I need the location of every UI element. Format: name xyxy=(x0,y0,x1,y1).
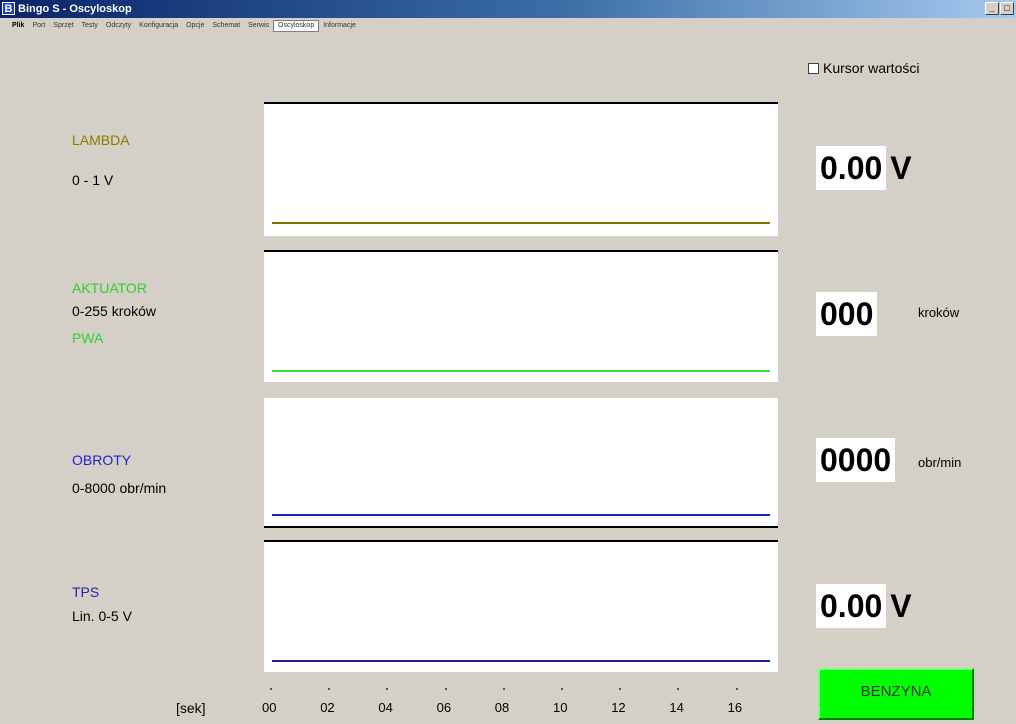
time-tick-08: 08 xyxy=(494,700,510,715)
readout-rpm-unit: obr/min xyxy=(918,455,962,470)
readout-tps: 0.00 V xyxy=(816,584,912,628)
menu-item-informacje[interactable]: Informacje xyxy=(323,22,356,29)
time-tick-04: 04 xyxy=(378,700,393,715)
readout-lambda-value: 0.00 xyxy=(816,146,887,190)
trace-tps xyxy=(272,660,770,662)
cursor-values-checkbox[interactable]: Kursor wartości xyxy=(808,60,919,76)
channel-tps-range: Lin. 0-5 V xyxy=(72,608,132,624)
time-tick-mark xyxy=(619,688,622,690)
readout-actuator: 000 xyxy=(816,292,878,336)
menu-item-port[interactable]: Port xyxy=(32,22,46,29)
channel-actuator-range: 0-255 kroków xyxy=(72,303,157,319)
menu-bar: Plik Port Sprzęt Testy Odczyty Konfigura… xyxy=(0,19,1016,33)
time-axis-label: [sek] xyxy=(176,700,206,716)
menu-item-konfiguracja[interactable]: Konfiguracja xyxy=(139,22,179,29)
plot-lambda xyxy=(264,102,778,236)
trace-actuator xyxy=(272,370,770,372)
channel-lambda-name: LAMBDA xyxy=(72,132,130,148)
menu-item-sprzet[interactable]: Sprzęt xyxy=(53,22,74,29)
trace-lambda xyxy=(272,222,770,224)
title-bar: B Bingo S - Oscyloskop _ □ xyxy=(0,0,1016,18)
plot-actuator xyxy=(264,250,778,382)
checkbox-label: Kursor wartości xyxy=(823,60,920,76)
time-tick-mark xyxy=(677,688,680,690)
time-tick-02: 02 xyxy=(320,700,335,715)
checkbox-box[interactable] xyxy=(808,62,819,74)
time-tick-10: 10 xyxy=(553,700,568,715)
channel-rpm-name: OBROTY xyxy=(72,452,132,468)
time-tick-mark xyxy=(502,688,505,690)
readout-actuator-value: 000 xyxy=(816,292,878,336)
time-tick-mark xyxy=(328,688,331,690)
time-tick-mark xyxy=(444,688,447,690)
readout-lambda: 0.00 V xyxy=(816,146,912,190)
time-tick-mark xyxy=(735,688,738,690)
plot-tps xyxy=(264,540,778,672)
time-tick-16: 16 xyxy=(727,700,743,715)
channel-tps-name: TPS xyxy=(72,584,100,600)
window-controls: _ □ xyxy=(985,2,1014,15)
time-tick-mark xyxy=(386,688,389,690)
menu-item-serwis[interactable]: Serwis xyxy=(248,22,270,29)
readout-rpm-value: 0000 xyxy=(816,438,896,482)
time-tick-14: 14 xyxy=(669,700,684,715)
time-tick-mark xyxy=(270,688,272,690)
app-icon: B xyxy=(2,2,15,15)
menu-item-opcje[interactable]: Opcje xyxy=(186,22,205,29)
menu-item-plik[interactable]: Plik xyxy=(12,22,25,29)
maximize-icon[interactable]: □ xyxy=(1000,2,1014,15)
time-tick-mark xyxy=(561,688,563,690)
plot-rpm xyxy=(264,398,778,528)
minimize-icon[interactable]: _ xyxy=(985,2,999,15)
readout-actuator-unit: kroków xyxy=(918,305,960,320)
readout-tps-unit: V xyxy=(890,587,912,624)
time-tick-12: 12 xyxy=(611,700,626,715)
channel-lambda-range: 0 - 1 V xyxy=(72,172,114,188)
channel-actuator-pwa: PWA xyxy=(72,330,104,346)
menu-item-odczyty[interactable]: Odczyty xyxy=(105,22,132,29)
menu-item-schemat[interactable]: Schemat xyxy=(212,22,241,29)
trace-rpm xyxy=(272,514,770,516)
fuel-benzyna-button[interactable]: BENZYNA xyxy=(818,668,974,720)
readout-tps-value: 0.00 xyxy=(816,584,887,628)
time-tick-00: 00 xyxy=(262,700,277,715)
menu-item-oscyloskop[interactable]: Oscyloskop xyxy=(273,20,320,32)
menu-item-testy[interactable]: Testy xyxy=(81,22,98,29)
channel-actuator-name: AKTUATOR xyxy=(72,280,147,296)
readout-rpm: 0000 xyxy=(816,438,896,482)
readout-lambda-unit: V xyxy=(890,149,912,186)
channel-rpm-range: 0-8000 obr/min xyxy=(72,480,167,496)
window-title: Bingo S - Oscyloskop xyxy=(18,3,132,15)
time-tick-06: 06 xyxy=(436,700,452,715)
